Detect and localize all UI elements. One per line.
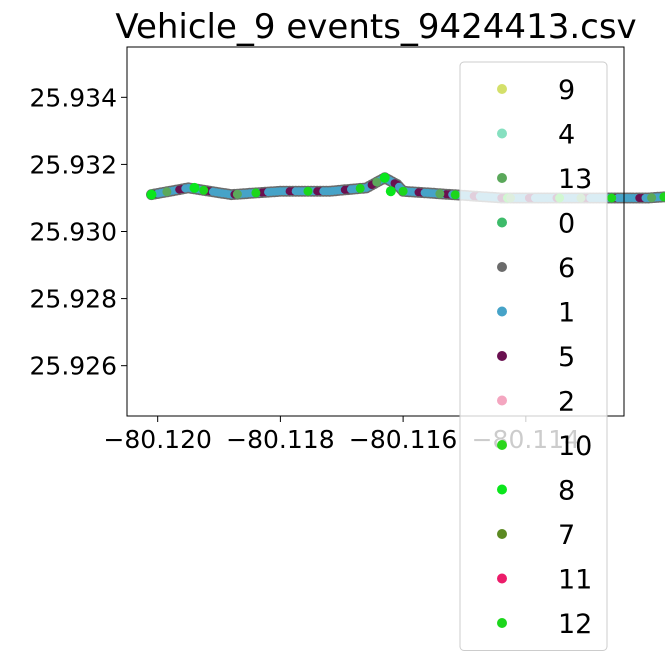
x-axis: −80.120−80.118−80.116−80.114 (103, 416, 580, 454)
legend-label: 5 (558, 342, 575, 373)
data-point (199, 185, 209, 195)
data-point (659, 192, 665, 202)
legend-marker (497, 128, 507, 139)
y-tick-label: 25.934 (30, 83, 117, 112)
data-point (450, 190, 460, 200)
data-point (607, 193, 617, 203)
data-point (379, 172, 390, 183)
legend-label: 8 (558, 476, 575, 507)
legend-marker (497, 395, 507, 406)
data-point (303, 186, 313, 196)
legend-marker (497, 306, 507, 317)
legend-marker (497, 440, 507, 450)
legend-marker (497, 217, 507, 228)
legend-label: 7 (558, 520, 575, 551)
legend-label: 10 (558, 431, 592, 462)
legend-marker (497, 262, 507, 272)
data-point (232, 189, 242, 199)
legend-label: 0 (558, 209, 575, 240)
data-point (355, 183, 365, 193)
legend-marker (497, 529, 507, 539)
data-point (398, 186, 408, 196)
data-point (162, 187, 172, 197)
y-axis: 25.926 25.928 25.930 25.932 25.934 (30, 83, 127, 381)
x-tick-label: −80.118 (226, 425, 334, 454)
y-tick-label: 25.932 (30, 150, 117, 179)
legend-marker (497, 573, 507, 584)
data-point (372, 177, 382, 187)
legend-box (459, 61, 608, 651)
data-point (189, 182, 200, 193)
data-point (146, 189, 157, 200)
legend-label: 11 (558, 565, 592, 596)
chart-title: Vehicle_9 events_9424413.csv (115, 7, 636, 47)
legend-marker (497, 351, 507, 361)
legend-marker (497, 484, 507, 495)
y-tick-label: 25.926 (30, 352, 117, 381)
legend-label: 12 (558, 609, 592, 640)
legend-label: 13 (558, 164, 592, 195)
legend-label: 9 (558, 75, 575, 106)
legend: 9 4 13 0 6 1 5 2 10 8 7 11 12 (459, 61, 608, 651)
legend-marker (497, 84, 507, 94)
y-tick-label: 25.928 (30, 285, 117, 314)
legend-label: 2 (558, 387, 575, 418)
data-point (385, 186, 396, 197)
legend-label: 6 (558, 253, 575, 284)
data-point (647, 193, 657, 203)
legend-label: 1 (558, 298, 575, 329)
data-point (435, 189, 445, 199)
legend-marker (497, 173, 507, 183)
data-point (251, 188, 261, 198)
y-tick-label: 25.930 (30, 218, 117, 247)
legend-label: 4 (558, 120, 575, 151)
x-tick-label: −80.116 (349, 425, 457, 454)
x-tick-label: −80.120 (103, 425, 211, 454)
legend-marker (497, 618, 507, 628)
